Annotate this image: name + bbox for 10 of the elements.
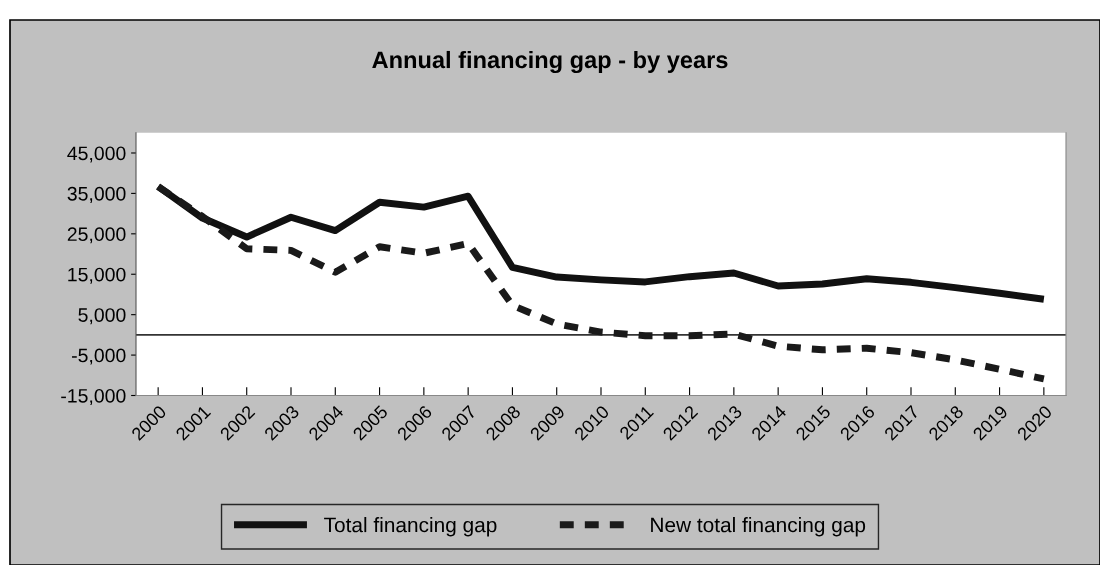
y-tick-label: -15,000 (61, 388, 126, 406)
legend-label: Total financing gap (324, 517, 497, 537)
y-tick-label: -5,000 (72, 348, 126, 365)
y-tick-label: 5,000 (78, 308, 126, 325)
y-tick-label: 25,000 (67, 227, 126, 244)
chart-title: Annual financing gap - by years (372, 50, 728, 74)
y-tick-label: 15,000 (68, 267, 126, 284)
legend-label: New total financing gap (651, 517, 866, 537)
y-tick-label: 45,000 (67, 146, 126, 163)
y-tick-label: 35,000 (67, 186, 126, 203)
